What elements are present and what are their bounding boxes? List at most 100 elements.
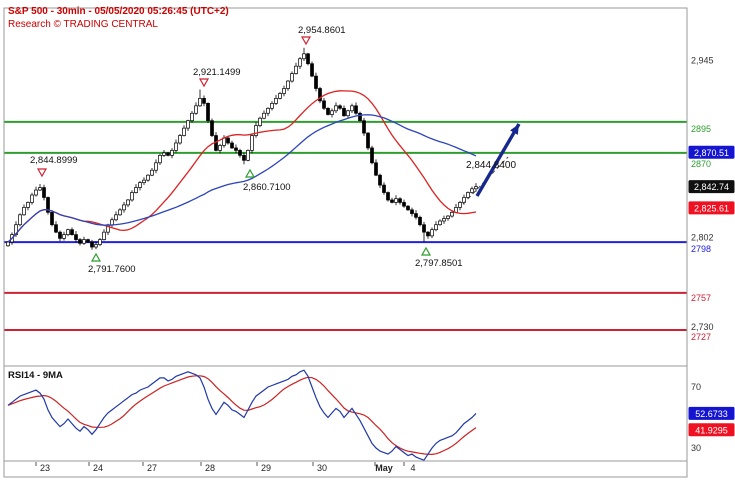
candle-body (442, 218, 446, 222)
candle-body (78, 239, 82, 244)
resistance-marker-icon (198, 78, 210, 88)
candle-body (118, 209, 122, 216)
candle-body (426, 231, 430, 237)
candle-body (374, 162, 378, 176)
candle-body (258, 117, 262, 126)
candle-body (126, 199, 130, 206)
price-badge-label: 2,842.74 (694, 182, 729, 192)
price-axis-tick-label: 2,802 (691, 233, 714, 243)
candle-body (218, 145, 222, 151)
candle-body (338, 105, 342, 109)
trend-arrow-head (510, 124, 519, 135)
date-label: 27 (147, 463, 157, 473)
candle-body (334, 105, 338, 112)
candle-body (250, 135, 254, 151)
candle-body (318, 88, 322, 102)
price-axis-tick-label: 2,945 (691, 56, 714, 66)
candle-body (278, 93, 282, 99)
trend-arrow-shaft (475, 123, 521, 197)
level-price-label: 2798 (691, 244, 711, 254)
annotation-price-label: 2,844.8400 (466, 160, 516, 171)
support-price-label: 2,860.7100 (243, 182, 291, 193)
candle-body (170, 150, 174, 156)
candle-body (294, 65, 298, 74)
rsi-badge-label: 52.6733 (695, 409, 728, 419)
candle-body (466, 192, 470, 198)
support-marker-icon (420, 246, 432, 256)
rsi-badge (688, 406, 735, 420)
candle-body (50, 211, 54, 226)
candle-body (262, 112, 266, 119)
candle-body (422, 224, 426, 233)
candle-body (206, 102, 210, 122)
candle-body (378, 174, 382, 186)
candle-body (418, 216, 422, 226)
support-marker-icon (244, 168, 256, 178)
support-price-label: 2,791.7600 (88, 264, 136, 275)
candle-body (210, 120, 214, 136)
candle-body (438, 220, 442, 226)
candle-body (282, 88, 286, 94)
candle-body (322, 100, 326, 109)
candle-body (266, 107, 270, 114)
candle-body (410, 209, 414, 214)
candle-body (406, 205, 410, 211)
candle-body (166, 152, 170, 156)
candle-body (174, 142, 178, 151)
level-price-label: 2727 (691, 332, 711, 342)
candle-body (434, 224, 438, 231)
date-label: 29 (261, 463, 271, 473)
rsi-ma-line (7, 375, 477, 456)
candle-body (38, 187, 42, 191)
candle-body (94, 244, 98, 248)
chart-source: Research © TRADING CENTRAL (8, 19, 158, 30)
candle-body (298, 58, 302, 67)
candle-body (302, 53, 306, 60)
candle-body (154, 162, 158, 171)
candle-body (306, 53, 310, 65)
candle-body (270, 102, 274, 109)
candle-body (58, 231, 62, 239)
candle-body (18, 214, 22, 226)
candle-body (70, 229, 74, 235)
candle-body (62, 234, 66, 239)
candle-body (138, 182, 142, 188)
candle-body (158, 155, 162, 164)
candle-body (198, 98, 202, 107)
candle-body (366, 132, 370, 149)
support-marker-icon (90, 252, 102, 262)
candle-body (402, 202, 406, 207)
candle-body (246, 150, 250, 161)
candle-body (474, 186, 478, 190)
candle-body (142, 179, 146, 183)
candle-body (346, 110, 350, 117)
candle-body (90, 241, 94, 248)
candle-body (398, 198, 402, 203)
candle-body (82, 239, 86, 244)
date-label: 28 (205, 463, 215, 473)
candle-body (134, 187, 138, 193)
candle-body (450, 211, 454, 217)
candle-body (194, 105, 198, 114)
candle-body (234, 147, 238, 151)
chart-title: S&P 500 - 30min - 05/05/2020 05:26:45 (U… (8, 6, 229, 17)
candle-body (186, 120, 190, 129)
chart-header: S&P 500 - 30min - 05/05/2020 05:26:45 (U… (8, 5, 229, 31)
candle-body (358, 112, 362, 122)
candle-body (342, 107, 346, 117)
candle-body (34, 189, 38, 196)
price-badge-label: 2,870.51 (694, 148, 729, 158)
level-price-label: 2895 (691, 124, 711, 134)
rsi-badge (688, 423, 735, 437)
resistance-price-label: 2,954.8601 (298, 25, 346, 36)
candle-body (354, 105, 358, 114)
candle-body (330, 110, 334, 115)
date-label: 23 (40, 463, 50, 473)
candle-body (162, 152, 166, 156)
candle-body (382, 184, 386, 193)
candle-body (66, 229, 70, 235)
rsi-axis-tick-label: 70 (691, 382, 701, 392)
candle-body (98, 239, 102, 245)
candle-body (22, 207, 26, 216)
